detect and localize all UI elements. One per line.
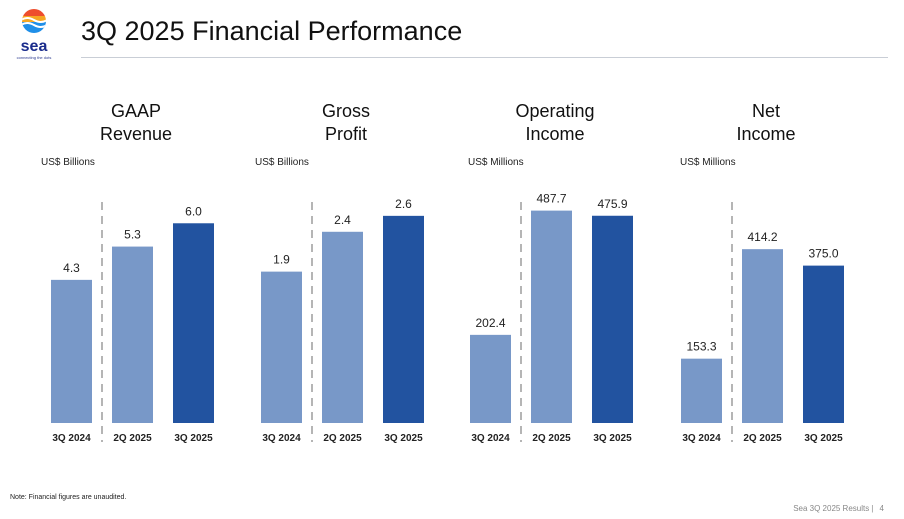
logo-wordmark: sea [21, 38, 48, 54]
chart-title-line: Revenue [99, 124, 173, 144]
chart-panel-gaap-revenue: GAAP Revenue US$ Billions 4.3 3Q 2024 5.3 2… [36, 0, 236, 519]
bar-chart-gaap-revenue: 4.3 3Q 2024 5.3 2Q 2025 6.0 3Q 2025 [51, 202, 214, 444]
category-label: 3Q 2025 [804, 433, 843, 444]
category-label: 3Q 2025 [174, 433, 213, 444]
category-label: 3Q 2024 [262, 433, 301, 444]
category-label: 3Q 2024 [52, 433, 91, 444]
bar [51, 279, 92, 423]
chart-title-line: Profit [324, 124, 367, 144]
bar-chart-gross-profit: 1.9 3Q 2024 2.4 2Q 2025 2.6 3Q 2025 [261, 197, 424, 444]
bar [173, 223, 214, 423]
chart-title-line: Operating [515, 101, 595, 121]
data-label: 5.3 [124, 228, 141, 242]
bar [322, 231, 363, 423]
chart-title-line: Income [525, 124, 585, 144]
data-label: 6.0 [185, 204, 202, 218]
bar [742, 249, 783, 423]
unit-label: US$ Millions [680, 157, 736, 168]
sea-logo-icon: sea [21, 9, 48, 55]
footer-text: Sea 3Q 2025 Results [793, 504, 870, 513]
bar-chart-operating-income: 202.4 3Q 2024 487.7 2Q 2025 475.9 3Q 2025 [470, 192, 633, 444]
category-label: 3Q 2025 [593, 433, 632, 444]
data-label: 414.2 [747, 230, 777, 244]
category-label: 3Q 2025 [384, 433, 423, 444]
bar [681, 358, 722, 423]
chart-title-line: Net [751, 101, 780, 121]
bar [261, 271, 302, 423]
data-label: 202.4 [475, 316, 505, 330]
bar [531, 210, 572, 423]
bar [383, 215, 424, 423]
bar [470, 334, 511, 423]
bar-chart-net-income: 153.3 3Q 2024 414.2 2Q 2025 375.0 3Q 2025 [681, 202, 844, 444]
chart-panel-gross-profit: Gross Profit US$ Billions 1.9 3Q 2024 2.4 2… [246, 0, 446, 519]
chart-panel-operating-income: Operating Income US$ Millions 202.4 3Q 20… [455, 0, 655, 519]
category-label: 3Q 2024 [682, 433, 721, 444]
title-rule [81, 57, 888, 58]
bar [803, 265, 844, 423]
chart-title-line: Gross [321, 101, 370, 121]
category-label: 3Q 2024 [471, 433, 510, 444]
data-label: 2.6 [395, 197, 412, 211]
unit-label: US$ Billions [41, 157, 95, 168]
chart-title: Operating Income [455, 100, 655, 146]
chart-title-line: GAAP [110, 101, 162, 121]
data-label: 1.9 [273, 253, 290, 267]
footer-separator: | [871, 504, 874, 513]
page-footer: Sea 3Q 2025 Results | 4 [793, 504, 884, 513]
chart-panel-net-income: Net Income US$ Millions 153.3 3Q 2024 414.… [666, 0, 866, 519]
chart-title-line: Income [736, 124, 796, 144]
bar [112, 246, 153, 423]
data-label: 475.9 [597, 197, 627, 211]
category-label: 2Q 2025 [323, 433, 362, 444]
data-label: 487.7 [536, 192, 566, 206]
logo-tagline: connecting the dots [16, 55, 52, 60]
chart-title: Gross Profit [246, 100, 446, 146]
data-label: 4.3 [63, 261, 80, 275]
unit-label: US$ Billions [255, 157, 309, 168]
data-label: 375.0 [808, 247, 838, 261]
bar [592, 215, 633, 423]
page-title: 3Q 2025 Financial Performance [81, 16, 463, 46]
category-label: 2Q 2025 [743, 433, 782, 444]
chart-title: Net Income [666, 100, 866, 146]
chart-title: GAAP Revenue [36, 100, 236, 146]
sea-logo: sea connecting the dots [12, 8, 56, 60]
category-label: 2Q 2025 [532, 433, 571, 444]
footnote: Note: Financial figures are unaudited. [10, 494, 127, 501]
data-label: 153.3 [686, 340, 716, 354]
page-number: 4 [879, 504, 884, 513]
category-label: 2Q 2025 [113, 433, 152, 444]
unit-label: US$ Millions [468, 157, 524, 168]
data-label: 2.4 [334, 213, 351, 227]
